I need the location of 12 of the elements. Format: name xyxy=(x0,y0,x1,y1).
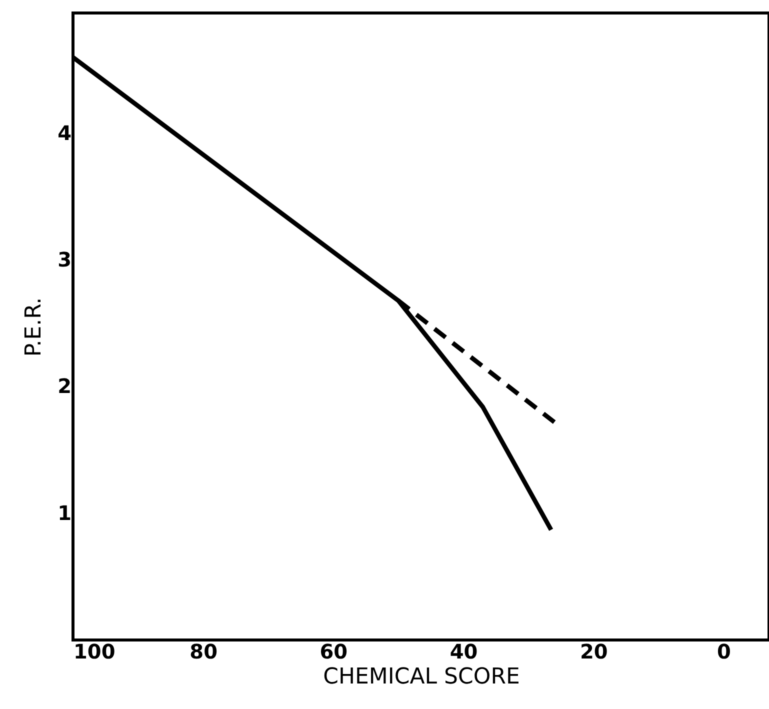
x-tick-label: 60 xyxy=(320,640,348,664)
y-tick-label: 2 xyxy=(58,374,72,398)
y-tick-label: 3 xyxy=(58,248,72,272)
x-tick-label: 40 xyxy=(450,640,478,664)
x-tick-label: 100 xyxy=(74,640,116,664)
x-tick-label: 20 xyxy=(580,640,608,664)
y-tick-label: 4 xyxy=(58,120,72,145)
x-tick-label: 0 xyxy=(717,640,731,664)
y-tick-label: 1 xyxy=(58,500,72,525)
x-tick-label: 80 xyxy=(190,640,218,664)
x-axis-title: CHEMICAL SCORE xyxy=(323,664,520,690)
y-axis-title: P.E.R. xyxy=(22,297,47,357)
